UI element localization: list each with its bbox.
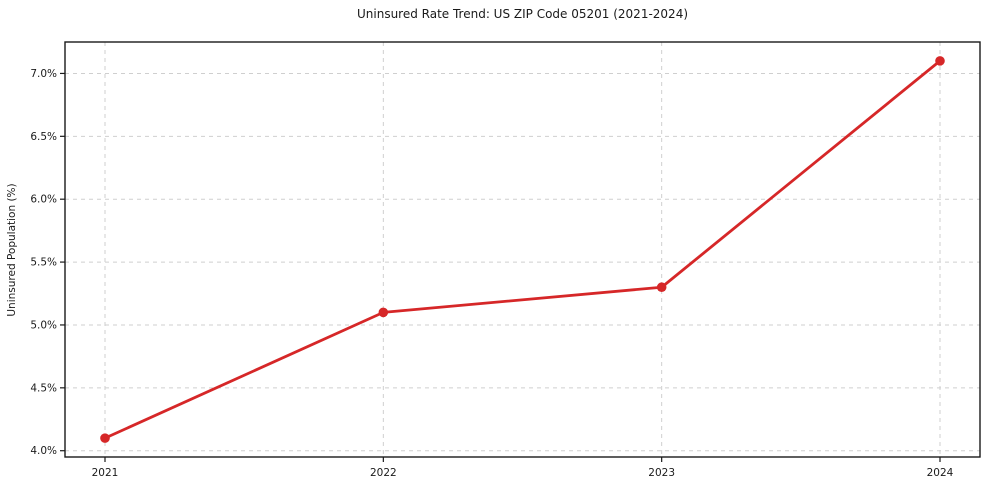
y-axis-label: Uninsured Population (%) bbox=[6, 183, 18, 316]
y-tick-label: 5.5% bbox=[30, 257, 57, 269]
chart-title: Uninsured Rate Trend: US ZIP Code 05201 … bbox=[356, 7, 689, 21]
y-tick-label: 7.0% bbox=[30, 68, 57, 80]
x-tick-label: 2021 bbox=[92, 467, 119, 479]
trend-line bbox=[103, 59, 942, 440]
y-tick-label: 5.0% bbox=[30, 319, 57, 331]
data-point-2022 bbox=[378, 307, 389, 318]
y-tick-label: 4.0% bbox=[30, 445, 57, 457]
x-tick-label: 2023 bbox=[648, 467, 675, 479]
y-tick-label: 4.5% bbox=[30, 382, 57, 394]
plot-border bbox=[64, 41, 981, 458]
x-tick-label: 2024 bbox=[927, 467, 954, 479]
y-tick-label: 6.5% bbox=[30, 131, 57, 143]
data-point-2024 bbox=[935, 56, 945, 66]
data-point-2021 bbox=[100, 433, 110, 443]
y-tick-label: 6.0% bbox=[30, 194, 57, 206]
x-tick-label: 2022 bbox=[370, 467, 397, 479]
data-point-2023 bbox=[656, 282, 667, 293]
